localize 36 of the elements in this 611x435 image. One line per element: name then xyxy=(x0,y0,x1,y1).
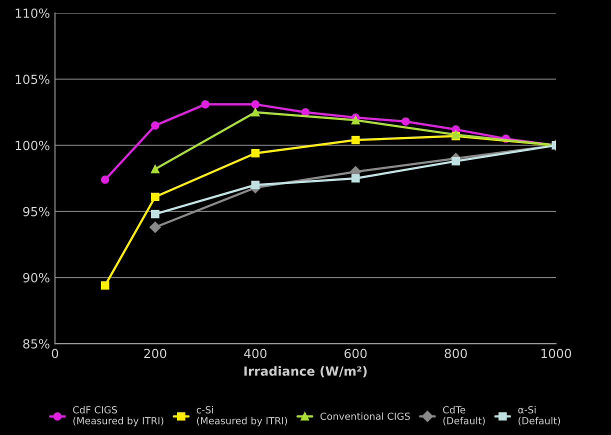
y-tick-label: 110% xyxy=(16,8,50,18)
legend-label: Conventional CIGS xyxy=(320,412,410,420)
point xyxy=(100,281,110,290)
x-axis-title: Irradiance (W/m²) xyxy=(244,366,367,378)
y-tick-label: 85% xyxy=(23,339,50,349)
legend-label: α-Si (Default) xyxy=(518,406,560,426)
point xyxy=(251,100,260,108)
point xyxy=(151,192,160,202)
point xyxy=(151,164,160,174)
legend-label: CdF CIGS (Measured by ITRI) xyxy=(73,406,164,426)
point xyxy=(201,100,210,108)
point xyxy=(150,222,161,233)
point xyxy=(151,121,160,130)
point xyxy=(151,210,160,218)
point xyxy=(402,117,410,126)
point xyxy=(251,149,260,158)
point xyxy=(351,116,360,124)
point xyxy=(351,174,360,183)
x-tick-label: 800 xyxy=(444,348,467,358)
x-tick-label: 0 xyxy=(52,348,58,358)
y-tick-label: 90% xyxy=(23,273,50,282)
legend-label: CdTe (Default) xyxy=(443,406,485,426)
point xyxy=(301,108,310,116)
point xyxy=(251,108,260,116)
point xyxy=(351,136,360,144)
x-tick-label: 600 xyxy=(344,348,367,358)
x-tick-label: 400 xyxy=(244,348,266,358)
point xyxy=(251,180,260,190)
y-tick-label: 95% xyxy=(23,206,50,216)
point xyxy=(100,176,110,184)
y-tick-label: 100% xyxy=(16,140,50,150)
y-tick-label: 105% xyxy=(16,74,50,84)
point xyxy=(452,156,460,166)
x-tick-label: 200 xyxy=(144,348,166,358)
legend-label: c-Si (Measured by ITRI) xyxy=(196,406,287,426)
x-tick-label: 1000 xyxy=(541,348,572,358)
